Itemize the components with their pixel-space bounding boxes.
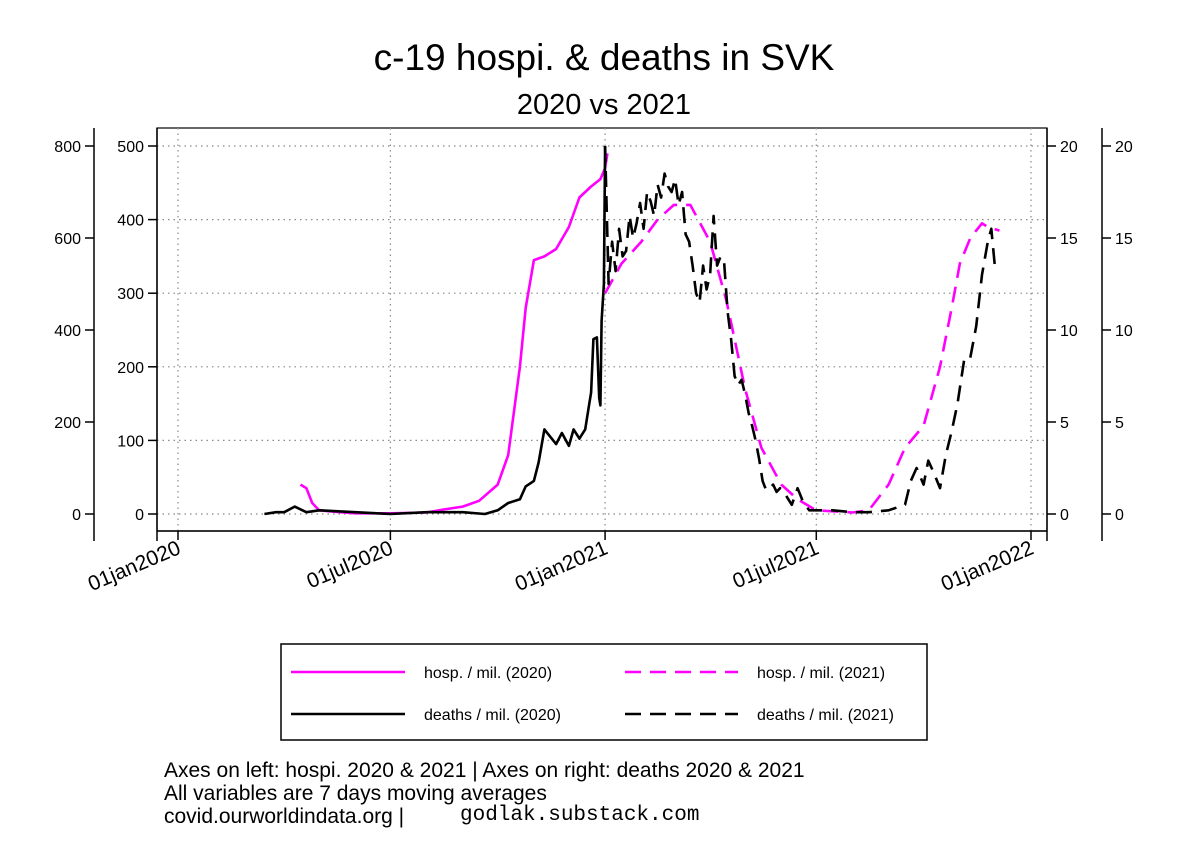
axis-right-inner: 0 5 10 15 20 <box>1046 128 1078 541</box>
tick-label: 15 <box>1115 231 1133 248</box>
chart-subtitle: 2020 vs 2021 <box>517 89 691 121</box>
tick-label: 300 <box>117 286 144 303</box>
tick-label: 200 <box>54 415 81 432</box>
x-tick-label: 01jan2022 <box>938 536 1037 596</box>
legend-label: deaths / mil. (2021) <box>757 707 894 724</box>
tick-label: 800 <box>54 139 81 156</box>
tick-label: 5 <box>1115 415 1124 432</box>
series-line <box>264 145 607 516</box>
series-line <box>299 153 609 515</box>
tick-label: 0 <box>1060 507 1069 524</box>
note-source: covid.ourworldindata.org | <box>164 805 404 828</box>
footnotes: Axes on left: hospi. 2020 & 2021 | Axes … <box>164 759 805 828</box>
note-axes: Axes on left: hospi. 2020 & 2021 | Axes … <box>164 759 805 782</box>
note-moving-average: All variables are 7 days moving averages <box>164 782 547 805</box>
tick-label: 400 <box>117 213 144 230</box>
tick-label: 200 <box>117 360 144 377</box>
axis-x: 01jan2020 01jul2020 01jan2021 01jul2021 01ja… <box>85 530 1047 596</box>
x-tick-label: 01jan2020 <box>85 536 184 596</box>
chart-title: c-19 hospi. & deaths in SVK <box>374 37 835 78</box>
tick-label: 400 <box>54 323 81 340</box>
tick-label: 0 <box>135 507 144 524</box>
tick-label: 100 <box>117 433 144 450</box>
grid <box>157 128 1047 531</box>
tick-label: 20 <box>1115 139 1133 156</box>
legend: hosp. / mil. (2020) hosp. / mil. (2021) de… <box>280 643 928 741</box>
axis-left-outer: 0 200 400 600 800 <box>54 128 95 541</box>
series-line <box>603 203 1000 514</box>
tick-label: 15 <box>1060 231 1078 248</box>
tick-label: 10 <box>1060 323 1078 340</box>
tick-label: 0 <box>1115 507 1124 524</box>
x-tick-label: 01jul2021 <box>729 536 822 593</box>
legend-label: deaths / mil. (2020) <box>424 707 561 724</box>
series-line <box>603 145 1000 514</box>
tick-label: 0 <box>72 507 81 524</box>
x-tick-label: 01jan2021 <box>512 536 611 596</box>
axis-right-outer: 0 5 10 15 20 <box>1101 128 1133 541</box>
tick-label: 20 <box>1060 139 1078 156</box>
legend-box <box>280 643 928 741</box>
legend-label: hosp. / mil. (2021) <box>757 665 885 682</box>
series-layer <box>264 145 1000 516</box>
tick-label: 600 <box>54 231 81 248</box>
legend-label: hosp. / mil. (2020) <box>424 665 552 682</box>
credit: godlak.substack.com <box>460 804 699 827</box>
axis-left-inner: 0 100 200 300 400 500 <box>117 128 158 541</box>
tick-label: 10 <box>1115 323 1133 340</box>
x-tick-label: 01jul2020 <box>303 536 396 593</box>
tick-label: 5 <box>1060 415 1069 432</box>
tick-label: 500 <box>117 139 144 156</box>
